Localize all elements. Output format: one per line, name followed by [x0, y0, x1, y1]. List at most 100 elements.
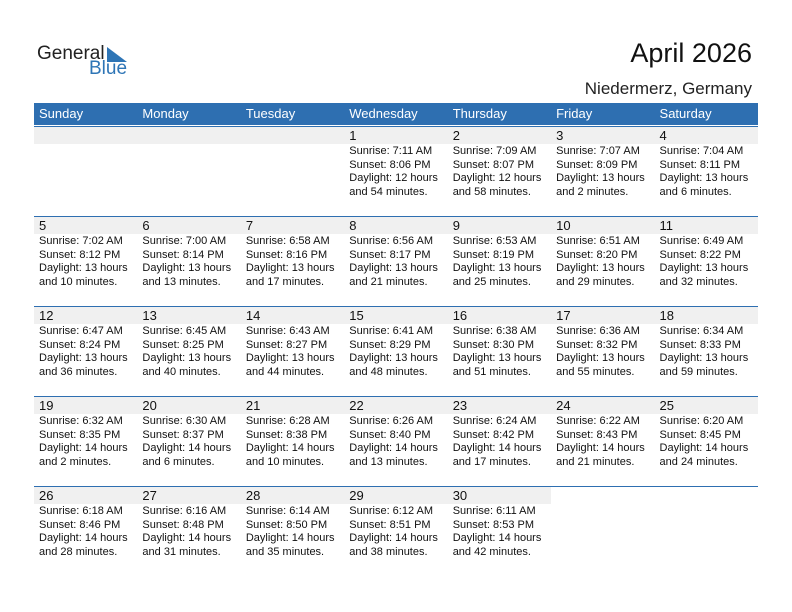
day-sunrise: Sunrise: 6:53 AM: [452, 235, 537, 247]
logo-text-blue: Blue: [89, 58, 128, 79]
day-sunrise: Sunrise: 6:36 AM: [556, 325, 640, 337]
day-info: Sunrise: 6:16 AM Sunset: 8:48 PM Daylight:…: [137, 504, 240, 559]
day-sunset: Sunset: 8:11 PM: [659, 158, 741, 171]
day-info: Sunrise: 7:00 AM Sunset: 8:14 PM Daylight:…: [137, 234, 240, 289]
location: Niedermerz, Germany: [584, 79, 752, 98]
day-daylight2: and 38 minutes.: [349, 545, 428, 558]
day-sunrise: Sunrise: 6:20 AM: [659, 415, 744, 427]
day-info: Sunrise: 6:41 AM Sunset: 8:29 PM Daylight:…: [344, 324, 447, 379]
day-sunrise: Sunrise: 7:07 AM: [556, 145, 640, 157]
day-info: Sunrise: 6:14 AM Sunset: 8:50 PM Daylight:…: [241, 504, 344, 559]
day-sunset: Sunset: 8:30 PM: [452, 338, 535, 351]
day-daylight1: Daylight: 13 hours: [39, 352, 128, 365]
day-daylight2: and 13 minutes.: [142, 275, 221, 288]
logo: General Blue: [37, 43, 137, 83]
weekday-header: Sunday Monday Tuesday Wednesday Thursday Frid…: [34, 103, 758, 125]
day-number: 3: [551, 127, 655, 144]
day-sunset: Sunset: 8:38 PM: [245, 428, 328, 441]
day-cell: 26 Sunrise: 6:18 AM Sunset: 8:46 PM Dayligh…: [34, 487, 138, 576]
day-daylight2: and 21 minutes.: [556, 455, 635, 468]
empty-cell: [551, 487, 654, 576]
day-info: Sunrise: 7:07 AM Sunset: 8:09 PM Daylight:…: [551, 144, 654, 199]
day-sunrise: Sunrise: 7:00 AM: [142, 235, 227, 247]
day-cell: 15 Sunrise: 6:41 AM Sunset: 8:29 PM Dayligh…: [344, 307, 448, 396]
week-row: 5 Sunrise: 7:02 AM Sunset: 8:12 PM Daylight…: [34, 216, 758, 307]
day-daylight1: Daylight: 13 hours: [556, 172, 645, 185]
day-daylight1: Daylight: 12 hours: [349, 172, 438, 185]
day-info: Sunrise: 6:47 AM Sunset: 8:24 PM Daylight:…: [34, 324, 137, 379]
day-cell: 22 Sunrise: 6:26 AM Sunset: 8:40 PM Dayligh…: [344, 397, 448, 486]
day-cell: 13 Sunrise: 6:45 AM Sunset: 8:25 PM Dayligh…: [137, 307, 241, 396]
day-daylight1: Daylight: 13 hours: [142, 352, 232, 365]
day-daylight1: Daylight: 13 hours: [452, 352, 542, 365]
day-number: 26: [34, 487, 138, 504]
day-info: Sunrise: 6:30 AM Sunset: 8:37 PM Daylight:…: [137, 414, 240, 469]
day-number: 27: [137, 487, 241, 504]
day-cell: 8 Sunrise: 6:56 AM Sunset: 8:17 PM Daylight…: [344, 217, 448, 306]
day-daylight1: Daylight: 14 hours: [556, 442, 645, 455]
day-daylight1: Daylight: 13 hours: [245, 262, 335, 275]
day-number: 6: [137, 217, 241, 234]
day-daylight2: and 28 minutes.: [39, 545, 118, 558]
day-cell: 30 Sunrise: 6:11 AM Sunset: 8:53 PM Dayligh…: [447, 487, 552, 576]
day-info: Sunrise: 6:36 AM Sunset: 8:32 PM Daylight:…: [551, 324, 654, 379]
day-number: 20: [137, 397, 241, 414]
day-daylight2: and 42 minutes.: [452, 545, 531, 558]
day-cell: 27 Sunrise: 6:16 AM Sunset: 8:48 PM Dayligh…: [137, 487, 241, 576]
day-sunset: Sunset: 8:29 PM: [349, 338, 431, 351]
day-daylight1: Daylight: 14 hours: [452, 442, 542, 455]
day-number: 28: [240, 487, 345, 504]
week-row: 19 Sunrise: 6:32 AM Sunset: 8:35 PM Dayligh…: [34, 396, 758, 487]
day-cell: 4 Sunrise: 7:04 AM Sunset: 8:11 PM Daylight…: [654, 127, 758, 216]
weekday-saturday: Saturday: [659, 106, 712, 121]
day-sunrise: Sunrise: 6:34 AM: [659, 325, 744, 337]
day-daylight1: Daylight: 14 hours: [349, 532, 438, 545]
day-info: Sunrise: 7:09 AM Sunset: 8:07 PM Daylight:…: [448, 144, 551, 199]
day-sunset: Sunset: 8:06 PM: [349, 158, 431, 171]
day-sunrise: Sunrise: 6:12 AM: [349, 505, 434, 517]
day-sunrise: Sunrise: 6:56 AM: [349, 235, 434, 247]
day-sunset: Sunset: 8:35 PM: [39, 428, 121, 441]
day-daylight2: and 48 minutes.: [349, 365, 428, 378]
day-number: 30: [447, 487, 552, 504]
day-sunset: Sunset: 8:42 PM: [452, 428, 535, 441]
empty-cell: [137, 127, 241, 216]
day-sunset: Sunset: 8:50 PM: [245, 518, 328, 531]
day-daylight2: and 17 minutes.: [245, 275, 325, 288]
day-cell: 2 Sunrise: 7:09 AM Sunset: 8:07 PM Daylight…: [447, 127, 552, 216]
day-daylight1: Daylight: 13 hours: [245, 352, 335, 365]
day-daylight2: and 2 minutes.: [556, 185, 629, 198]
day-cell: 6 Sunrise: 7:00 AM Sunset: 8:14 PM Daylight…: [137, 217, 241, 306]
day-number: 5: [34, 217, 138, 234]
day-cell: 3 Sunrise: 7:07 AM Sunset: 8:09 PM Daylight…: [551, 127, 655, 216]
day-info: Sunrise: 6:51 AM Sunset: 8:20 PM Daylight:…: [551, 234, 654, 289]
day-sunset: Sunset: 8:27 PM: [245, 338, 328, 351]
day-cell: 9 Sunrise: 6:53 AM Sunset: 8:19 PM Daylight…: [447, 217, 552, 306]
page-title: April 2026: [630, 38, 752, 68]
day-sunset: Sunset: 8:43 PM: [556, 428, 638, 441]
weekday-monday: Monday: [142, 106, 189, 121]
day-number: 10: [551, 217, 655, 234]
day-daylight2: and 10 minutes.: [39, 275, 118, 288]
day-number: 16: [447, 307, 552, 324]
day-number: 2: [447, 127, 552, 144]
day-cell: 11 Sunrise: 6:49 AM Sunset: 8:22 PM Dayligh…: [654, 217, 758, 306]
day-info: Sunrise: 7:02 AM Sunset: 8:12 PM Daylight:…: [34, 234, 137, 289]
week-row: 26 Sunrise: 6:18 AM Sunset: 8:46 PM Dayligh…: [34, 486, 758, 577]
day-daylight1: Daylight: 13 hours: [659, 172, 749, 185]
day-sunrise: Sunrise: 6:38 AM: [452, 325, 537, 337]
day-info: Sunrise: 6:20 AM Sunset: 8:45 PM Daylight:…: [655, 414, 758, 469]
day-sunrise: Sunrise: 6:14 AM: [245, 505, 330, 517]
day-info: Sunrise: 6:32 AM Sunset: 8:35 PM Daylight:…: [34, 414, 137, 469]
day-daylight2: and 25 minutes.: [452, 275, 531, 288]
day-sunset: Sunset: 8:09 PM: [556, 158, 638, 171]
day-sunset: Sunset: 8:12 PM: [39, 248, 121, 261]
day-number: 22: [344, 397, 448, 414]
day-daylight1: Daylight: 13 hours: [556, 352, 645, 365]
day-sunset: Sunset: 8:46 PM: [39, 518, 121, 531]
day-number: 23: [447, 397, 552, 414]
empty-band: [240, 127, 345, 144]
day-info: Sunrise: 6:12 AM Sunset: 8:51 PM Daylight:…: [344, 504, 447, 559]
day-cell: 28 Sunrise: 6:14 AM Sunset: 8:50 PM Dayligh…: [240, 487, 345, 576]
day-sunset: Sunset: 8:22 PM: [659, 248, 741, 261]
